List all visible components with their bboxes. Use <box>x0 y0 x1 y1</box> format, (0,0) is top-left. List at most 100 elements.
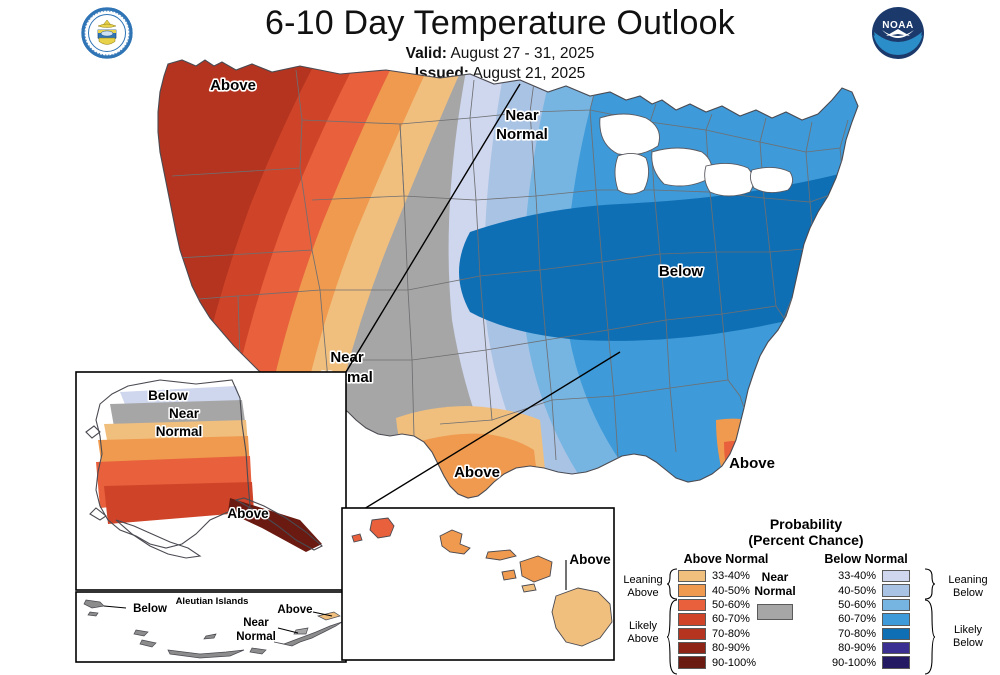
legend-swatch-row: 60-70% <box>678 612 756 626</box>
legend-near-normal: Near Normal <box>744 570 806 620</box>
leaning-below-bracket <box>924 568 936 600</box>
issued-value: August 21, 2025 <box>472 65 586 82</box>
legend-range-label: 70-80% <box>712 627 750 640</box>
legend-swatch-row: 50-60% <box>678 598 756 612</box>
leaning-above-line1: Leaning <box>623 574 663 586</box>
leaning-above-line2: Above <box>627 587 659 599</box>
legend-likely-below-label: Likely Below <box>936 624 1000 650</box>
conus-boundaries <box>157 59 859 499</box>
legend-title: Probability (Percent Chance) <box>612 516 1000 548</box>
legend-color-swatch <box>882 641 910 655</box>
likely-above-line1: Likely <box>628 620 658 632</box>
legend-range-label: 40-50% <box>838 584 876 597</box>
legend-title-line2: (Percent Chance) <box>748 532 864 548</box>
near-normal-swatch <box>757 604 793 620</box>
leaning-below-line1: Leaning <box>948 574 988 586</box>
map-label-normal-north: Normal <box>496 126 548 143</box>
legend-color-swatch <box>882 613 910 626</box>
map-label-near-southwest: Near <box>330 349 364 366</box>
likely-above-line2: Above <box>627 633 659 645</box>
map-label-above-texas: Above <box>454 464 500 481</box>
legend-below-header: Below Normal <box>824 552 908 566</box>
legend-swatch-row: 50-60% <box>798 598 910 612</box>
legend-leaning-below-label: Leaning Below <box>936 574 1000 600</box>
legend-range-label: 40-50% <box>712 584 750 597</box>
legend-swatch-row: 90-100% <box>798 655 910 669</box>
legend-range-label: 60-70% <box>712 613 750 626</box>
aleutian-islands-inset: Aleutian Islands Below Above Near Normal <box>75 591 347 663</box>
department-of-commerce-seal <box>81 7 133 59</box>
legend-color-swatch <box>882 584 910 597</box>
legend-above-header: Above Normal <box>683 552 769 566</box>
probability-legend: Probability (Percent Chance) Above Norma… <box>612 516 1000 675</box>
legend-swatch-row: 40-50% <box>798 583 910 597</box>
legend-range-label: 80-90% <box>712 642 750 655</box>
legend-color-swatch <box>882 569 910 583</box>
legend-swatch-row: 80-90% <box>798 641 910 655</box>
legend-range-label: 70-80% <box>838 627 876 640</box>
leaning-above-bracket <box>666 568 678 600</box>
legend-color-swatch <box>678 598 706 612</box>
legend-below-swatch-list: 33-40% 40-50% 50-60% 60-70% 70-80% 80-90% 90-1… <box>798 569 910 670</box>
legend-color-swatch <box>678 584 706 597</box>
alaska-label-normal: Normal <box>156 424 203 439</box>
legend-likely-above-label: Likely Above <box>612 620 674 646</box>
legend-color-swatch <box>882 627 910 640</box>
alaska-label-near: Near <box>169 406 200 421</box>
legend-color-swatch <box>882 656 910 669</box>
near-normal-line2: Normal <box>754 584 796 598</box>
page-title: 6-10 Day Temperature Outlook <box>265 4 735 42</box>
legend-swatch-row: 80-90% <box>678 641 756 655</box>
aleutian-label-normal: Normal <box>236 631 276 643</box>
map-label-above-nw: Above <box>210 77 256 94</box>
aleutian-inset-title: Aleutian Islands <box>176 596 249 607</box>
hawaii-label-above: Above <box>569 552 611 567</box>
legend-swatch-row: 33-40% <box>798 569 910 583</box>
aleutian-label-near: Near <box>243 617 269 629</box>
alaska-label-below: Below <box>148 388 188 403</box>
likely-below-bracket <box>924 599 936 675</box>
valid-value: August 27 - 31, 2025 <box>450 45 595 62</box>
legend-range-label: 33-40% <box>838 570 876 583</box>
leaning-below-line2: Below <box>953 587 983 599</box>
noaa-logo: NOAA <box>872 7 924 59</box>
likely-below-line1: Likely <box>953 624 983 636</box>
aleutian-label-above: Above <box>277 604 312 616</box>
legend-swatch-row: 70-80% <box>678 627 756 641</box>
legend-swatch-row: 33-40% <box>678 569 756 583</box>
legend-range-label: 90-100% <box>831 656 876 669</box>
legend-range-label: 80-90% <box>838 642 876 655</box>
legend-color-swatch <box>678 569 706 583</box>
map-label-below-east: Below <box>659 263 704 280</box>
legend-leaning-above-label: Leaning Above <box>612 574 674 600</box>
likely-below-line2: Below <box>953 637 983 649</box>
legend-color-swatch <box>882 598 910 612</box>
map-label-above-florida: Above <box>729 455 775 472</box>
legend-color-swatch <box>678 613 706 626</box>
valid-label: Valid: <box>405 45 447 62</box>
legend-swatch-row: 70-80% <box>798 627 910 641</box>
aleutian-label-below: Below <box>133 603 167 615</box>
valid-row: Valid: August 27 - 31, 2025 <box>0 44 1000 64</box>
conus-map-labels: Above Near Normal Below Near Normal Abov… <box>208 75 776 482</box>
legend-color-swatch <box>678 627 706 640</box>
map-label-near-north: Near <box>505 107 539 124</box>
legend-swatch-row: 90-100% <box>678 655 756 669</box>
alaska-inset: Below Near Normal Above <box>75 83 621 591</box>
legend-range-label: 50-60% <box>838 598 876 611</box>
date-block: Valid: August 27 - 31, 2025 Issued: Augu… <box>0 44 1000 84</box>
legend-range-label: 90-100% <box>712 656 757 669</box>
legend-swatch-row: 60-70% <box>798 612 910 626</box>
legend-color-swatch <box>678 656 706 669</box>
legend-swatch-row: 40-50% <box>678 583 756 597</box>
legend-range-label: 50-60% <box>712 598 750 611</box>
hawaii-inset: Above <box>341 507 615 661</box>
legend-range-label: 60-70% <box>838 613 876 626</box>
svg-text:NOAA: NOAA <box>882 20 913 31</box>
alaska-label-above: Above <box>227 506 269 521</box>
conus-probability-bands <box>158 60 858 498</box>
legend-color-swatch <box>678 641 706 655</box>
legend-range-label: 33-40% <box>712 570 750 583</box>
